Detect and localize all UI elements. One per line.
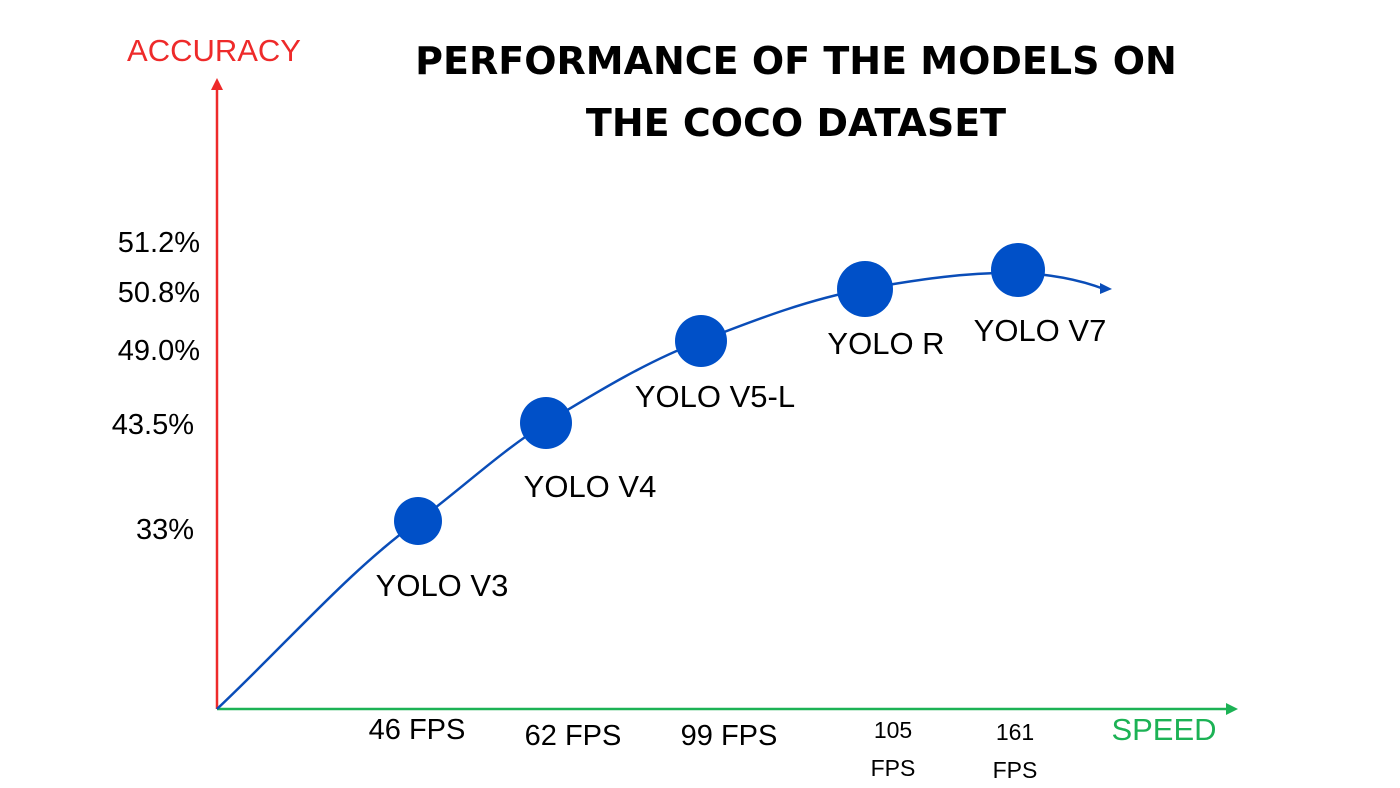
data-point (991, 243, 1045, 297)
y-tick-labels: 51.2% 50.8% 49.0% 43.5% 33% (112, 227, 200, 546)
data-point (675, 315, 727, 367)
y-tick-label: 50.8% (118, 277, 200, 309)
data-point (837, 261, 893, 317)
x-tick-label: 161 (996, 719, 1034, 745)
point-label: YOLO V7 (974, 313, 1107, 348)
x-tick-label: 105 (874, 717, 912, 743)
point-label: YOLO V4 (524, 469, 657, 504)
y-tick-label: 49.0% (118, 335, 200, 367)
data-point (520, 397, 572, 449)
y-tick-label: 33% (136, 514, 194, 546)
y-tick-label: 43.5% (112, 409, 194, 441)
x-axis-label: SPEED (1111, 712, 1216, 747)
trend-curve (216, 271, 1105, 710)
x-tick-label: 46 FPS (369, 714, 466, 746)
point-label: YOLO V5-L (635, 379, 795, 414)
data-points (394, 243, 1045, 545)
chart-title-line-1: PERFORMANCE OF THE MODELS ON (415, 39, 1177, 83)
point-label: YOLO V3 (376, 568, 509, 603)
x-tick-label: FPS (871, 755, 916, 781)
y-axis-label: ACCURACY (127, 33, 301, 68)
x-tick-label: 62 FPS (525, 720, 622, 752)
y-axis-arrowhead (211, 78, 223, 90)
trend-curve-arrowhead (1100, 283, 1112, 294)
chart-title-line-2: THE COCO DATASET (586, 101, 1006, 145)
x-tick-label: 99 FPS (681, 720, 778, 752)
point-labels: YOLO V3 YOLO V4 YOLO V5-L YOLO R YOLO V7 (376, 313, 1107, 603)
data-point (394, 497, 442, 545)
y-tick-label: 51.2% (118, 227, 200, 259)
point-label: YOLO R (827, 326, 944, 361)
x-tick-labels: 46 FPS 62 FPS 99 FPS 105 FPS 161 FPS (369, 714, 1038, 783)
x-tick-label: FPS (993, 757, 1038, 783)
x-axis-arrowhead (1226, 703, 1238, 715)
